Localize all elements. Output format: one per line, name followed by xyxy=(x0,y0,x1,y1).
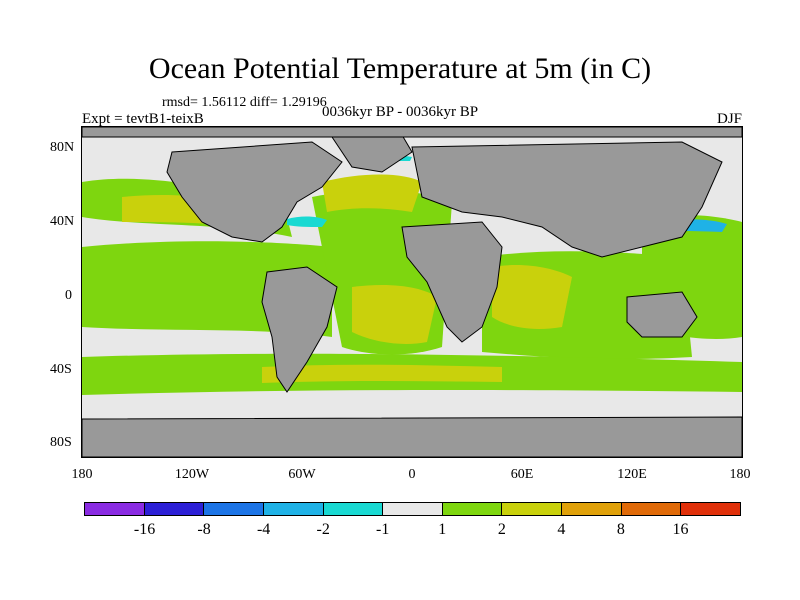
colorbar-label: 4 xyxy=(557,521,566,538)
colorbar-label: -8 xyxy=(197,521,211,538)
map-title: Ocean Potential Temperature at 5m (in C) xyxy=(148,52,652,85)
lon-tick: 60E xyxy=(510,467,534,482)
colorbar-swatch xyxy=(442,503,503,515)
lat-tick: 40S xyxy=(50,362,72,377)
lon-tick: 180 xyxy=(71,467,93,482)
colorbar-label: 1 xyxy=(438,521,447,538)
eurasia xyxy=(411,141,723,258)
colorbar-label: -2 xyxy=(316,521,330,538)
colorbar-label: 2 xyxy=(497,521,506,538)
period-label: 0036kyr BP - 0036kyr BP xyxy=(322,104,479,120)
rmsd-diff-stats: rmsd= 1.56112 diff= 1.29196 xyxy=(162,95,327,110)
colorbar-label: 8 xyxy=(616,521,625,538)
antarctica xyxy=(82,416,742,457)
yellow-patch-south-atlantic xyxy=(352,285,437,344)
yellow-patch-north-atlantic xyxy=(322,174,422,212)
north-america xyxy=(166,141,343,243)
arctic-land xyxy=(82,127,742,138)
lat-tick: 40N xyxy=(50,214,75,229)
lon-tick: 120E xyxy=(617,467,647,482)
yellow-patch-indian xyxy=(492,265,572,329)
colorbar-swatch xyxy=(323,503,384,515)
colorbar-label: -4 xyxy=(256,521,271,538)
yellow-patch-southern xyxy=(262,364,502,383)
africa xyxy=(401,221,503,343)
colorbar-swatch xyxy=(263,503,324,515)
land-masses xyxy=(82,127,742,457)
lat-tick: 80S xyxy=(50,435,72,450)
temperature-map xyxy=(81,126,743,458)
south-america xyxy=(261,266,338,393)
lon-tick: 0 xyxy=(408,467,416,482)
colorbar-swatch xyxy=(562,503,622,515)
cold-patch-gulf-stream xyxy=(287,216,327,227)
colorbar-label: -1 xyxy=(376,521,390,538)
colorbar-swatch xyxy=(681,503,741,515)
experiment-label: Expt = tevtB1-teixB xyxy=(82,111,204,127)
season-label: DJF xyxy=(716,111,742,127)
lon-tick: 120W xyxy=(174,467,210,482)
lat-tick: 0 xyxy=(65,288,72,303)
colorbar-label: -16 xyxy=(133,521,156,538)
lat-tick: 80N xyxy=(50,140,75,155)
colorbar-swatch xyxy=(85,503,145,515)
colorbar-swatch xyxy=(383,503,443,515)
colorbar-swatch xyxy=(621,503,682,515)
lon-tick: 60W xyxy=(288,467,316,482)
colorbar-swatch xyxy=(204,503,264,515)
colorbar-label: 16 xyxy=(672,521,689,538)
australia xyxy=(626,291,698,338)
colorbar-swatch xyxy=(502,503,563,515)
colorbar xyxy=(84,502,741,516)
colorbar-swatch xyxy=(144,503,205,515)
lon-tick: 180 xyxy=(729,467,751,482)
